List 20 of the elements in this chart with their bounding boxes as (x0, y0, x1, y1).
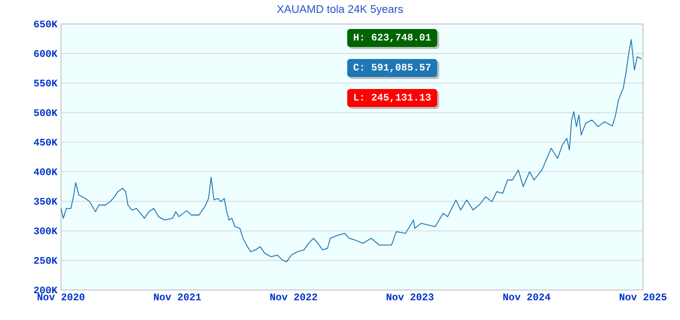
y-tick-label: 250K (34, 257, 58, 264)
x-tick-label: Nov 2020 (38, 294, 84, 300)
annotation: C: 591,085.57 (354, 64, 431, 72)
x-tick-label: Nov 2021 (154, 294, 201, 300)
y-tick-label: 550K (34, 80, 58, 86)
y-tick-label: 600K (34, 50, 58, 57)
y-tick-label: 300K (34, 227, 58, 234)
y-tick-label: 350K (34, 198, 58, 205)
y-tick-label: 200K (34, 286, 58, 294)
annotation: L: 245,131.13 (354, 94, 431, 102)
chart-title: XAUAMD tola 24K 5years (276, 4, 403, 16)
y-tick-label: 500K (34, 109, 58, 116)
y-tick-label: 400K (34, 168, 58, 176)
annotation: H: 623,748.01 (354, 34, 431, 42)
x-tick-label: Nov 2023 (386, 294, 434, 300)
x-tick-label: Nov 2022 (270, 294, 318, 300)
y-tick-label: 650K (34, 20, 58, 28)
x-tick-label: Nov 2025 (620, 294, 666, 300)
y-tick-label: 450K (34, 138, 58, 146)
x-tick-label: Nov 2024 (503, 294, 550, 300)
